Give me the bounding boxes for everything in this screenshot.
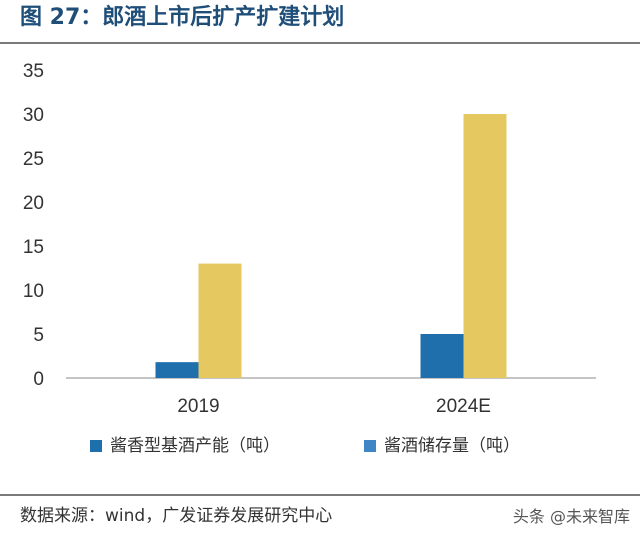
legend-label-storage-volume: 酱酒储存量（吨） [384,436,520,456]
y-tick-label: 10 [23,281,44,302]
y-tick-label: 0 [33,369,44,390]
source-note: 数据来源：wind，广发证券发展研究中心 [20,506,333,526]
title-divider [0,42,640,44]
x-tick-label: 2024E [436,396,491,417]
bar-storage-volume-0 [198,263,242,378]
y-tick-label: 20 [23,193,44,214]
y-tick-label: 30 [23,105,44,126]
chart-legend: 酱香型基酒产能（吨） 酱酒储存量（吨） [0,430,640,460]
bar-chart: 0 5 10 15 20 25 30 35 2019 2024E [23,61,596,417]
y-tick-label: 35 [23,61,44,82]
watermark: 头条 @未来智库 [512,507,630,526]
chart-title: 图 27：郎酒上市后扩产扩建计划 [20,5,345,30]
y-tick-label: 25 [23,149,44,170]
bar-base-liquor-capacity-1 [420,334,464,378]
title-bar: 图 27：郎酒上市后扩产扩建计划 [0,0,640,42]
legend-swatch-base-liquor-capacity [90,440,102,452]
legend-swatch-storage-volume [364,440,376,452]
bar-storage-volume-1 [463,114,507,378]
bar-base-liquor-capacity-0 [155,362,199,378]
y-tick-label: 5 [33,325,44,346]
legend-item-base-liquor-capacity: 酱香型基酒产能（吨） [90,436,280,456]
y-tick-label: 15 [23,237,44,258]
x-tick-label: 2019 [177,396,219,417]
footer-divider [0,494,640,496]
legend-item-storage-volume: 酱酒储存量（吨） [364,436,520,456]
legend-label-base-liquor-capacity: 酱香型基酒产能（吨） [110,436,280,456]
